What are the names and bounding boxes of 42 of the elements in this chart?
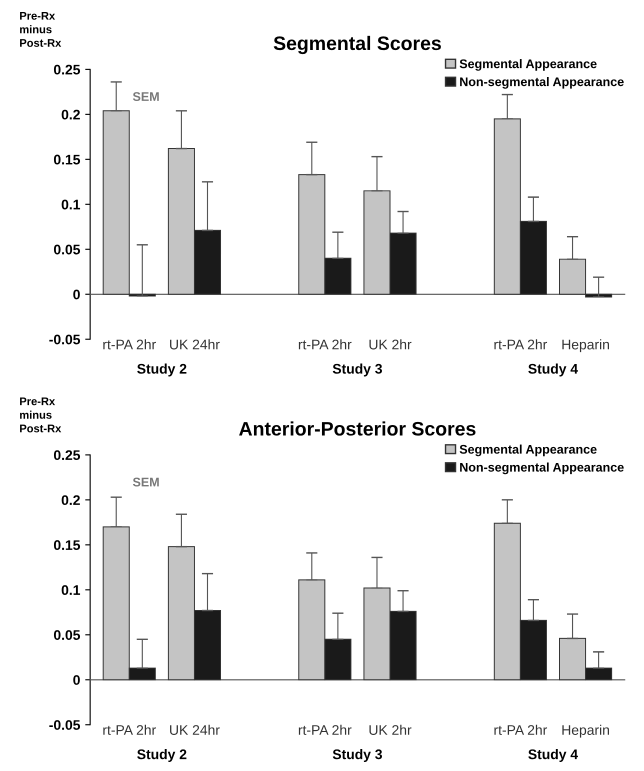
y-tick-label: 0.2: [62, 110, 80, 120]
y-tick-label: 0.25: [54, 450, 80, 460]
x-tick-label: UK 2hr: [369, 724, 412, 735]
x-tick-label: rt-PA 2hr: [298, 724, 352, 735]
x-tick-label: rt-PA 2hr: [103, 339, 156, 350]
y-tick-label: 0.25: [54, 64, 80, 75]
legend-label: Non-segmental Appearance: [460, 462, 624, 474]
text: Study 3: [332, 749, 382, 762]
x-tick-label: rt-PA 2hr: [103, 724, 156, 735]
x-tick-label: Heparin: [562, 724, 609, 738]
x-tick-label: rt-PA 2hr: [298, 339, 352, 350]
y-tick-label: 0.2: [62, 495, 80, 506]
chart-title: Anterior-Posterior Scores: [239, 421, 476, 436]
y-axis-title: Pre-Rx minus Post-Rx: [20, 12, 62, 47]
legend-label: Non-segmental Appearance: [460, 77, 624, 89]
y-tick-label: 0.05: [54, 244, 80, 254]
y-tick-label: 0.05: [54, 630, 80, 640]
chart-title: Segmental Scores: [274, 36, 441, 54]
annotation: SEM: [132, 478, 159, 486]
legend-label: Segmental Appearance: [460, 59, 597, 71]
y-tick-label: 0.15: [54, 154, 80, 165]
y-tick-label: 0.15: [54, 540, 80, 550]
text: Study 4: [528, 364, 578, 376]
y-tick-label: -0.05: [49, 334, 80, 344]
x-tick-label: rt-PA 2hr: [494, 339, 548, 350]
y-tick-label: 0: [73, 675, 80, 685]
text: Study 2: [137, 749, 186, 762]
x-tick-label: UK 2hr: [369, 339, 412, 350]
text: Study 4: [528, 749, 578, 762]
y-tick-label: 0: [73, 290, 80, 300]
x-tick-label: rt-PA 2hr: [494, 724, 548, 735]
x-tick-label: Heparin: [562, 339, 609, 352]
text: Study 3: [332, 364, 382, 376]
text: Study 2: [137, 364, 186, 376]
x-tick-label: UK 24hr: [170, 724, 220, 735]
y-tick-label: 0.1: [62, 200, 80, 210]
legend-label: Segmental Appearance: [460, 444, 597, 456]
y-tick-label: 0.1: [62, 585, 80, 595]
y-axis-title: Pre-Rx minus Post-Rx: [20, 397, 62, 432]
y-tick-label: -0.05: [49, 720, 80, 730]
annotation: SEM: [132, 92, 159, 101]
x-tick-label: UK 24hr: [170, 339, 220, 350]
